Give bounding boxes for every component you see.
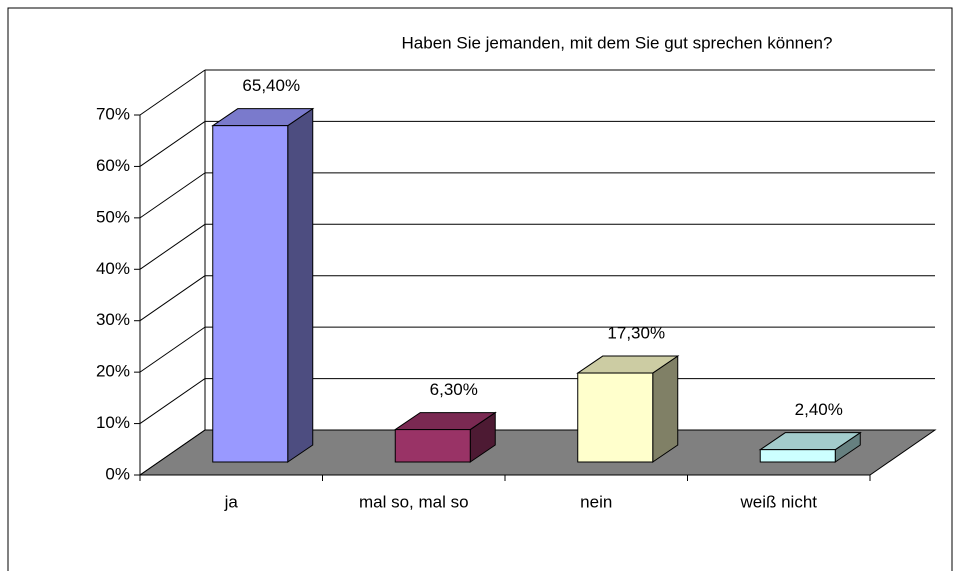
bar [759, 449, 836, 463]
grid-line [139, 121, 206, 167]
y-tick-label: 40% [96, 259, 130, 278]
grid-line [139, 223, 206, 270]
x-tick-label: weiß nicht [739, 492, 817, 511]
grid-line [139, 429, 206, 476]
bar-side [287, 107, 314, 463]
y-tick-label: 70% [96, 104, 130, 123]
bar [577, 372, 654, 463]
value-label: 65,40% [242, 76, 300, 95]
bar [394, 429, 471, 463]
chart-border [7, 7, 953, 571]
value-label: 2,40% [795, 400, 843, 419]
chart-title: Haben Sie jemanden, mit dem Sie gut spre… [402, 33, 833, 52]
grid-line [139, 275, 206, 322]
value-label: 6,30% [430, 380, 478, 399]
grid-line [139, 378, 206, 424]
y-tick-label: 30% [96, 310, 130, 329]
x-tick-label: nein [580, 492, 612, 511]
y-tick-label: 50% [96, 207, 130, 226]
grid-line [139, 172, 206, 219]
x-tick-label: ja [224, 492, 239, 511]
x-tick-label: mal so, mal so [359, 492, 469, 511]
bar [212, 125, 289, 463]
y-tick-label: 0% [105, 464, 130, 483]
grid-line [139, 69, 206, 116]
y-tick-label: 10% [96, 413, 130, 432]
y-tick-label: 20% [96, 362, 130, 381]
bar-side [652, 355, 679, 463]
y-tick-label: 60% [96, 156, 130, 175]
value-label: 17,30% [607, 324, 665, 343]
grid-line [139, 326, 206, 373]
